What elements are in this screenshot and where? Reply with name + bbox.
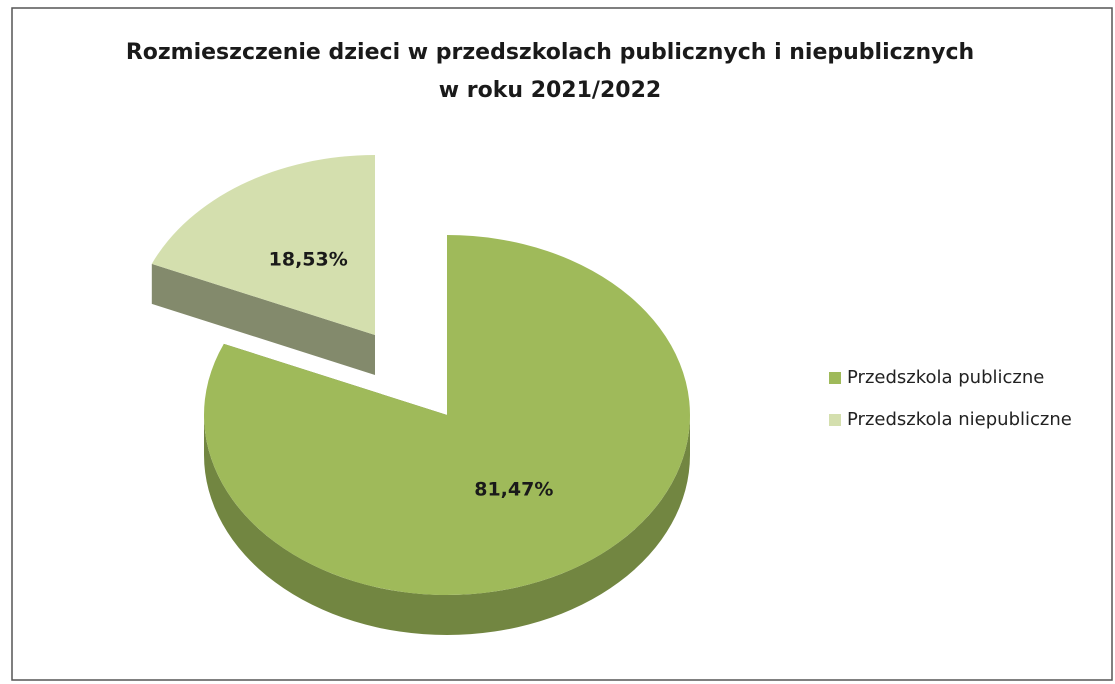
legend-label: Przedszkola niepubliczne (847, 409, 1072, 430)
data-label: 81,47% (474, 479, 553, 501)
data-label: 18,53% (269, 248, 348, 270)
legend-swatch (829, 372, 841, 384)
chart-title: Rozmieszczenie dzieci w przedszkolach pu… (125, 40, 975, 103)
legend-swatch (829, 414, 841, 426)
slice-side (204, 415, 690, 635)
chart-border (11, 7, 1113, 681)
slice (203, 235, 690, 595)
slice-side (151, 263, 375, 375)
legend-label: Przedszkola publiczne (847, 367, 1044, 388)
slice (151, 155, 375, 335)
